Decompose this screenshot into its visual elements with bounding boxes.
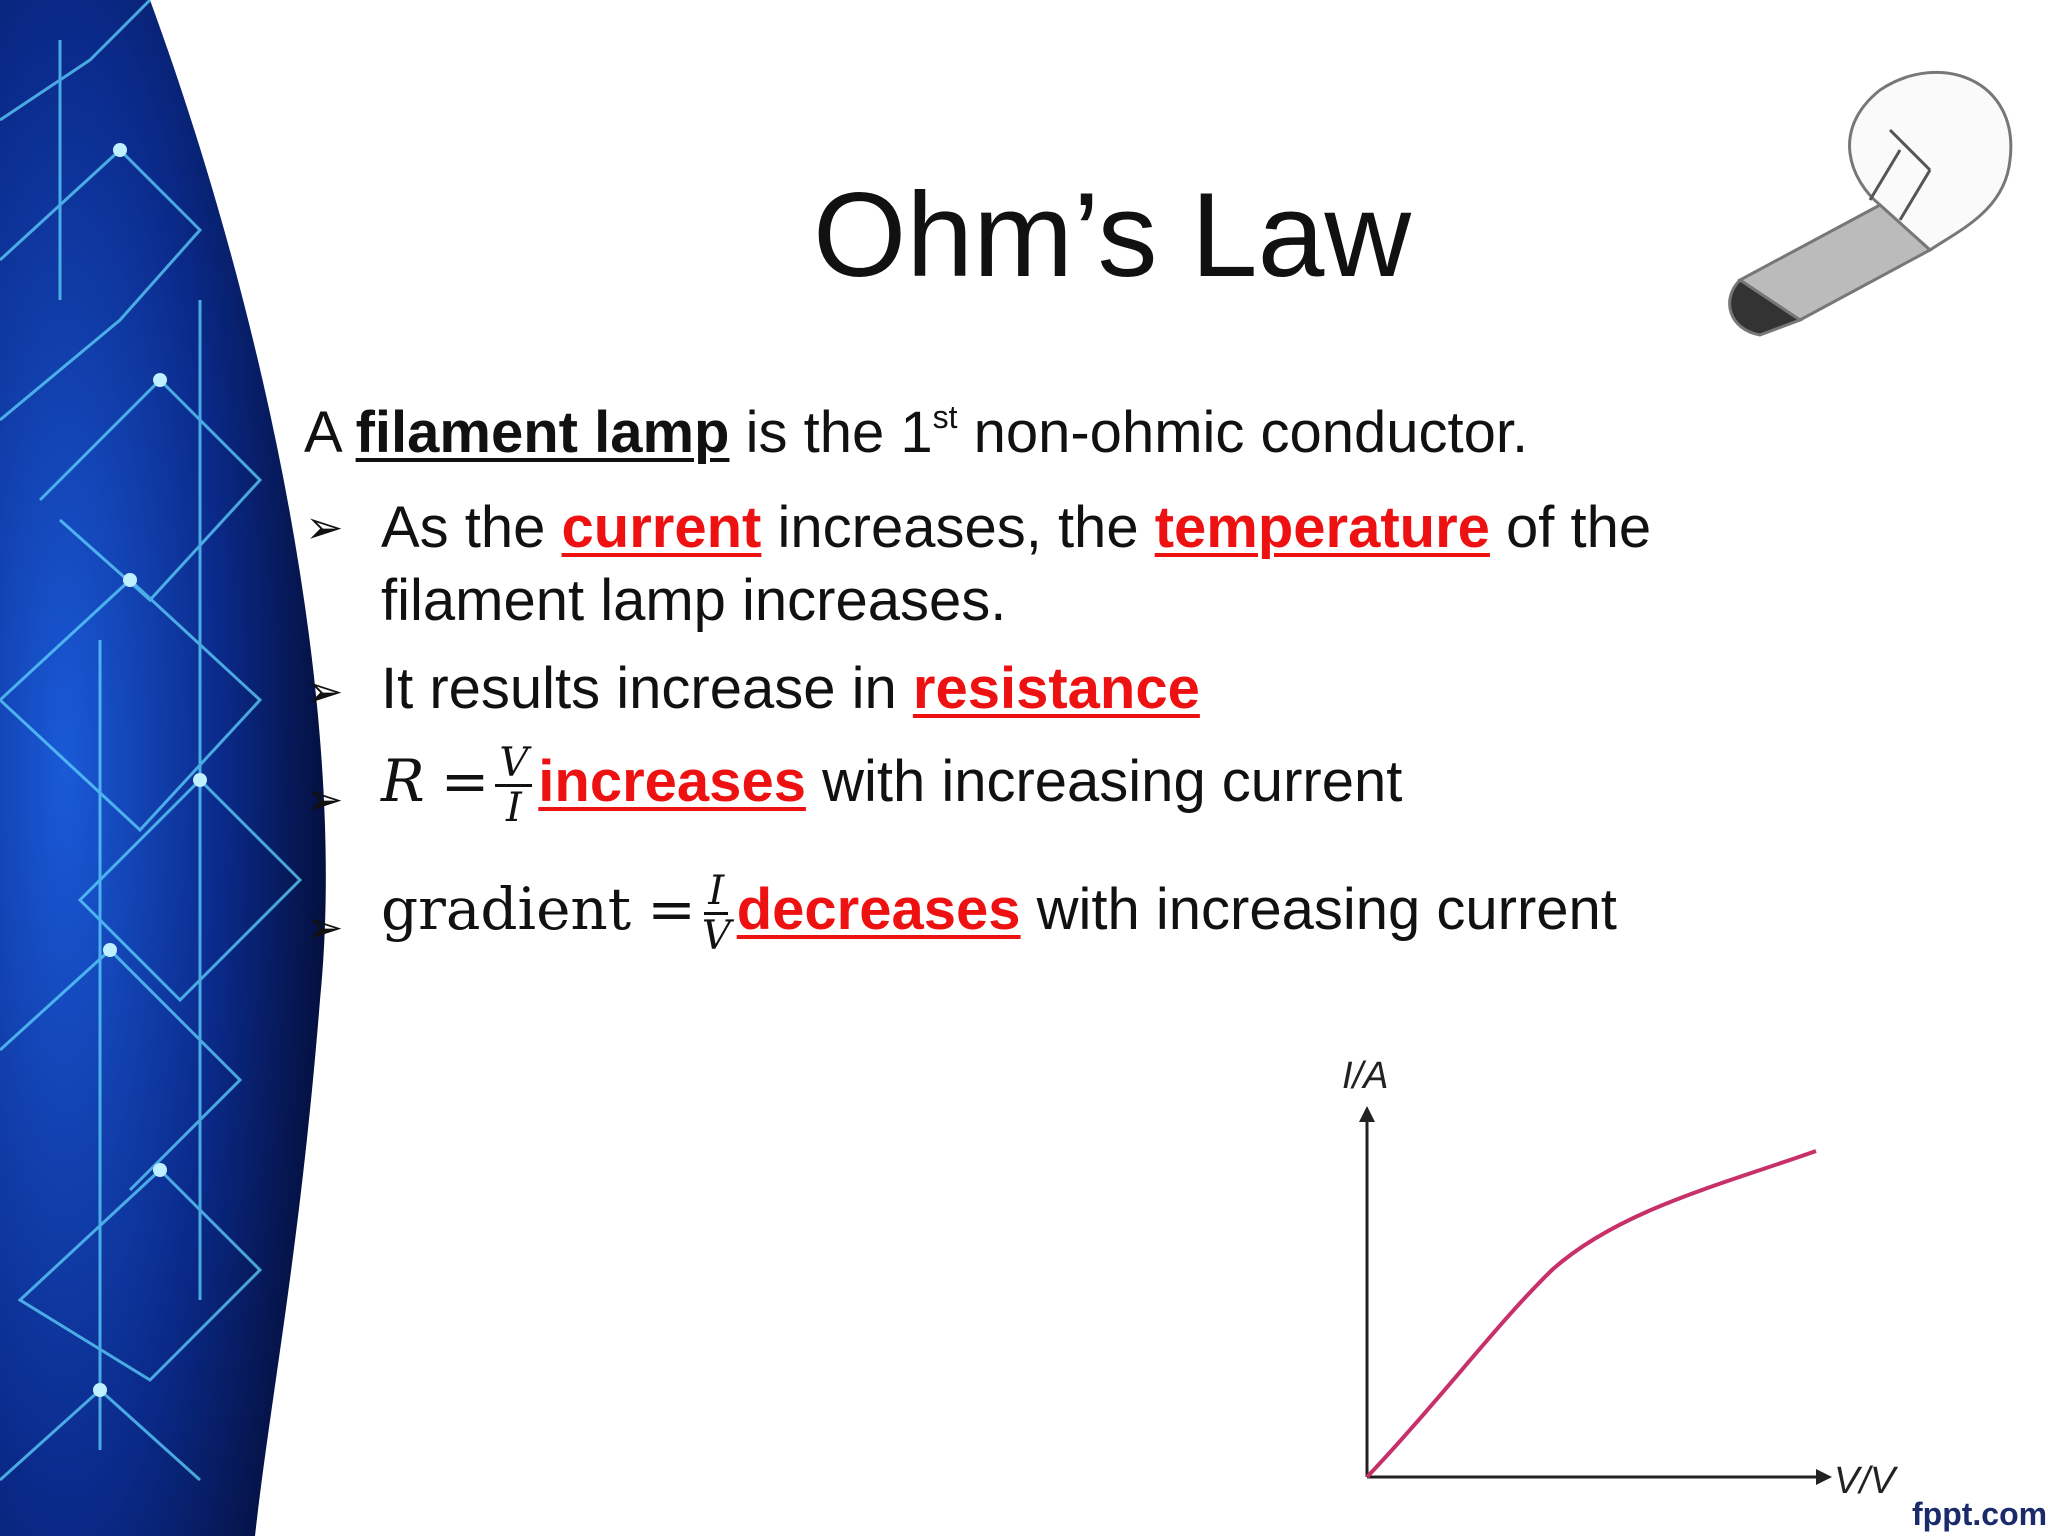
bullet-marker: ➢ bbox=[305, 665, 344, 717]
emphasis: increases bbox=[538, 748, 806, 814]
iv-graph bbox=[1359, 1106, 1832, 1485]
math-word: gradient bbox=[381, 874, 632, 943]
bullet-marker: ➢ bbox=[305, 773, 344, 825]
x-arrow bbox=[1816, 1469, 1832, 1485]
bullet: It results increase in resistance bbox=[381, 660, 1200, 718]
text: of the filament lamp increases. bbox=[381, 495, 1652, 633]
denominator: V bbox=[701, 913, 731, 959]
denominator: I bbox=[505, 785, 522, 831]
circuit-panel bbox=[0, 0, 326, 1536]
text: A bbox=[304, 400, 356, 465]
emphasis: decreases bbox=[736, 876, 1021, 942]
bullet-marker: ➢ bbox=[305, 901, 344, 953]
lightbulb bbox=[1728, 70, 2013, 337]
x-axis-label: V/V bbox=[1834, 1460, 1896, 1502]
math-symbol: R bbox=[381, 746, 425, 815]
text: with increasing current bbox=[805, 748, 1403, 814]
emphasis: resistance bbox=[912, 656, 1200, 721]
text: with increasing current bbox=[1020, 876, 1617, 942]
intro: A filament lamp is the 1st non-ohmic con… bbox=[304, 401, 1528, 462]
math-operator: = bbox=[647, 874, 696, 943]
math-operator: = bbox=[440, 746, 490, 815]
text: is the 1 bbox=[729, 400, 933, 465]
emphasis: current bbox=[561, 495, 762, 560]
iv-curve bbox=[1365, 1149, 1817, 1479]
y-axis-label: I/A bbox=[1342, 1055, 1389, 1097]
text: increases, the bbox=[761, 495, 1155, 560]
footer: fppt.com bbox=[1912, 1496, 2048, 1532]
superscript: st bbox=[932, 399, 958, 435]
circuit-lines bbox=[0, 0, 303, 1482]
circuit-nodes bbox=[93, 143, 207, 1397]
bullet: As the current increases, the temperatur… bbox=[381, 492, 1801, 637]
text: non-ohmic conductor. bbox=[957, 400, 1529, 465]
bullet-marker: ➢ bbox=[305, 501, 344, 553]
text: As the bbox=[381, 495, 562, 560]
slide-title: Ohm’s Law bbox=[812, 168, 1411, 302]
emphasis: temperature bbox=[1154, 495, 1490, 560]
text: It results increase in bbox=[381, 656, 913, 721]
y-arrow bbox=[1359, 1106, 1375, 1122]
numerator: V bbox=[495, 742, 533, 787]
numerator: I bbox=[704, 870, 729, 915]
emphasis: filament lamp bbox=[355, 400, 730, 465]
